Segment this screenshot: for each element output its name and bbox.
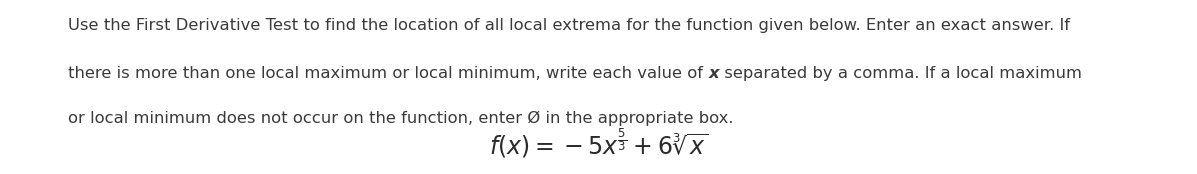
Text: Use the First Derivative Test to find the location of all local extrema for the : Use the First Derivative Test to find th… — [68, 18, 1070, 33]
Text: $f(x) = -5x^{\frac{5}{3}} + 6\sqrt[3]{x}$: $f(x) = -5x^{\frac{5}{3}} + 6\sqrt[3]{x}… — [488, 127, 709, 160]
Text: there is more than one local maximum or local minimum, write each value of: there is more than one local maximum or … — [68, 66, 709, 81]
Text: or local minimum does not occur on the function, enter Ø in the appropriate box.: or local minimum does not occur on the f… — [68, 110, 734, 126]
Text: x: x — [709, 66, 719, 81]
Text: separated by a comma. If a local maximum: separated by a comma. If a local maximum — [719, 66, 1082, 81]
